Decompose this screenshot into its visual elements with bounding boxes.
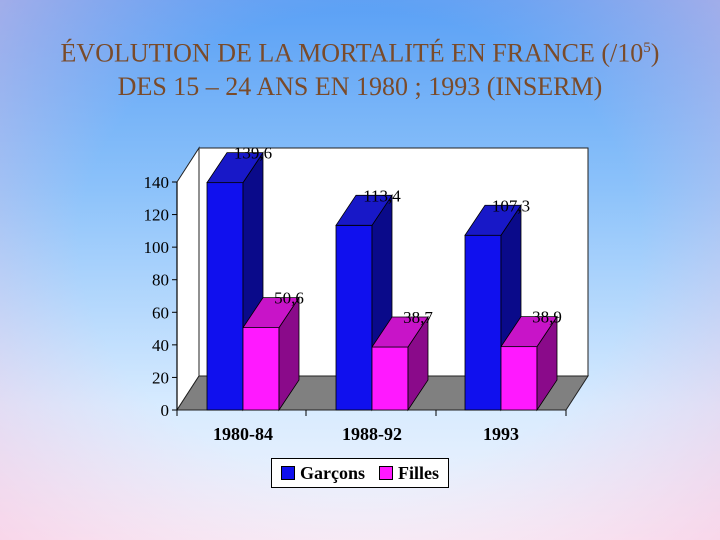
y-tick-label: 100	[144, 238, 170, 257]
legend-item-garcons: Garçons	[281, 463, 365, 484]
bar-filles	[371, 315, 429, 412]
bar-top	[500, 316, 558, 348]
bar-front	[500, 346, 538, 411]
data-label: 107,3	[492, 196, 530, 215]
legend-label-filles: Filles	[398, 462, 439, 483]
bar-filles	[500, 315, 558, 412]
bar-top	[464, 204, 522, 236]
chart-title-exponent: 5	[643, 40, 651, 56]
bar-top	[371, 316, 429, 348]
data-label: 113,4	[363, 186, 401, 205]
y-tick-label: 120	[144, 206, 170, 225]
y-tick-label: 140	[144, 173, 170, 192]
bar-filles	[242, 296, 300, 412]
y-tick-label: 60	[152, 303, 169, 322]
data-label: 139,6	[234, 144, 272, 163]
chart-side-wall	[176, 146, 200, 412]
bar-front	[206, 182, 244, 411]
chart-legend: Garçons Filles	[271, 458, 449, 488]
y-tick-label: 20	[152, 368, 169, 387]
data-label: 50,6	[274, 289, 304, 308]
x-category-label: 1980-84	[213, 424, 273, 444]
chart-title-text-end: ) DES 15 – 24 ANS EN 1980 ; 1993 (INSERM…	[117, 38, 660, 101]
bar-front	[242, 327, 280, 411]
y-tick-label: 0	[161, 401, 170, 420]
bar-top	[206, 152, 264, 184]
y-tick-label: 80	[152, 271, 169, 290]
chart-title-text: ÉVOLUTION DE LA MORTALITÉ EN FRANCE (/10	[60, 38, 644, 68]
data-label: 38,9	[532, 308, 562, 327]
legend-item-filles: Filles	[379, 463, 439, 484]
chart-labels: 139,6 50,6 113,4 38,7 107,3 38,9	[234, 144, 562, 327]
data-label: 38,7	[403, 308, 433, 327]
bar-top	[335, 194, 393, 226]
legend-swatch-garcons	[281, 466, 295, 480]
bar-top	[242, 297, 300, 328]
x-category-label: 1993	[483, 424, 519, 444]
bar-front	[335, 224, 373, 411]
y-axis: 0 20 40 60 80 100 120 140 1980-84 1988-92 1993	[144, 173, 567, 444]
chart-title: ÉVOLUTION DE LA MORTALITÉ EN FRANCE (/10…	[60, 32, 660, 103]
x-category-label: 1988-92	[342, 424, 402, 444]
bar-front	[464, 234, 502, 411]
y-tick-label: 40	[152, 336, 169, 355]
chart-bars	[206, 151, 558, 412]
bar-front	[371, 346, 409, 411]
legend-swatch-filles	[379, 466, 393, 480]
legend-label-garcons: Garçons	[300, 462, 365, 483]
